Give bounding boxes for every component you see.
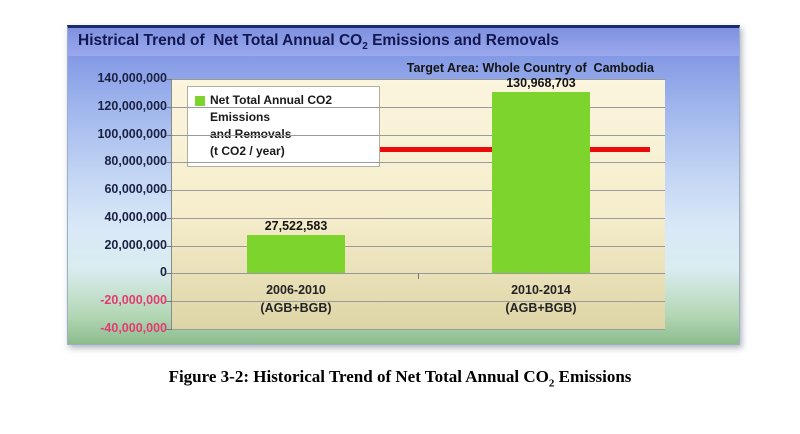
chart-title-subscript: 2 <box>362 41 368 53</box>
legend-swatch-icon <box>195 96 205 106</box>
y-axis-tick-label: 140,000,000 <box>97 71 167 85</box>
figure-caption: Figure 3-2: Historical Trend of Net Tota… <box>0 367 800 389</box>
gridline <box>172 301 665 303</box>
bar-2010-2014 <box>492 91 590 274</box>
y-axis-tick <box>166 245 172 247</box>
y-axis-tick-label: 40,000,000 <box>104 209 167 224</box>
chart-title-bar: Histrical Trend of Net Total Annual CO2 … <box>68 28 739 56</box>
bar-value-label: 130,968,703 <box>506 75 576 90</box>
gridline <box>172 329 665 330</box>
gridline <box>172 79 665 80</box>
legend-label-line1: Net Total Annual CO2 Emissions <box>210 93 333 124</box>
y-axis-tick <box>166 217 172 219</box>
gridline <box>172 106 665 108</box>
y-axis: 140,000,000 120,000,000 100,000,000 80,000,… <box>68 71 167 335</box>
y-axis-tick-label: 80,000,000 <box>104 154 167 169</box>
chart-title-text: Histrical Trend of Net Total Annual CO <box>78 32 363 49</box>
y-axis-tick <box>166 134 172 136</box>
bar-2006-2010 <box>247 235 345 274</box>
gridline <box>172 162 665 164</box>
y-axis-tick <box>166 273 172 275</box>
legend-label-line3: (t CO2 / year) <box>210 144 285 158</box>
reference-line <box>205 147 650 153</box>
category-qualifier: (AGB+BGB) <box>505 301 577 315</box>
legend-row: Net Total Annual CO2 Emissions <box>195 92 373 126</box>
legend-box: Net Total Annual CO2 Emissions and Remov… <box>187 86 380 167</box>
chart-title: Histrical Trend of Net Total Annual CO2 … <box>78 32 559 52</box>
gridline <box>172 190 665 192</box>
gridline <box>172 134 665 136</box>
caption-text: Figure 3-2: Historical Trend of Net Tota… <box>168 367 549 386</box>
y-axis-tick-label: 60,000,000 <box>104 182 167 197</box>
chart-background: Target Area: Whole Country of Cambodia 1… <box>68 56 739 344</box>
y-axis-tick-label: -40,000,000 <box>100 321 167 335</box>
x-axis-tick <box>418 273 419 280</box>
y-axis-tick-label: 0 <box>160 265 167 280</box>
category-label-2010-2014: 2010-2014 (AGB+BGB) <box>466 281 616 317</box>
chart-title-text-suffix: Emissions and Removals <box>367 32 560 49</box>
caption-subscript: 2 <box>548 377 555 390</box>
y-axis-tick-label: -20,000,000 <box>100 293 167 308</box>
legend-label-line2: and Removals <box>210 127 292 141</box>
category-qualifier: (AGB+BGB) <box>260 301 332 315</box>
plot-area: Net Total Annual CO2 Emissions and Remov… <box>166 75 665 330</box>
y-axis-tick <box>166 106 172 108</box>
y-axis-tick <box>166 79 172 80</box>
y-axis-tick <box>166 190 172 192</box>
category-label-2006-2010: 2006-2010 (AGB+BGB) <box>221 281 371 317</box>
y-axis-tick-label: 100,000,000 <box>97 126 167 141</box>
gridline <box>172 217 665 219</box>
category-period: 2010-2014 <box>511 283 571 297</box>
bar-value-label: 27,522,583 <box>264 219 328 234</box>
gridline <box>172 245 665 247</box>
category-period: 2006-2010 <box>266 283 326 297</box>
target-area-label: Target Area: Whole Country of Cambodia <box>406 61 654 75</box>
y-axis-tick-label: 120,000,000 <box>97 98 167 113</box>
y-axis-tick <box>166 329 172 330</box>
y-axis-tick <box>166 162 172 164</box>
y-axis-tick-label: 20,000,000 <box>104 237 167 252</box>
y-axis-tick <box>166 301 172 303</box>
caption-text-suffix: Emissions <box>554 367 632 386</box>
emissions-chart-figure: Histrical Trend of Net Total Annual CO2 … <box>67 25 740 345</box>
